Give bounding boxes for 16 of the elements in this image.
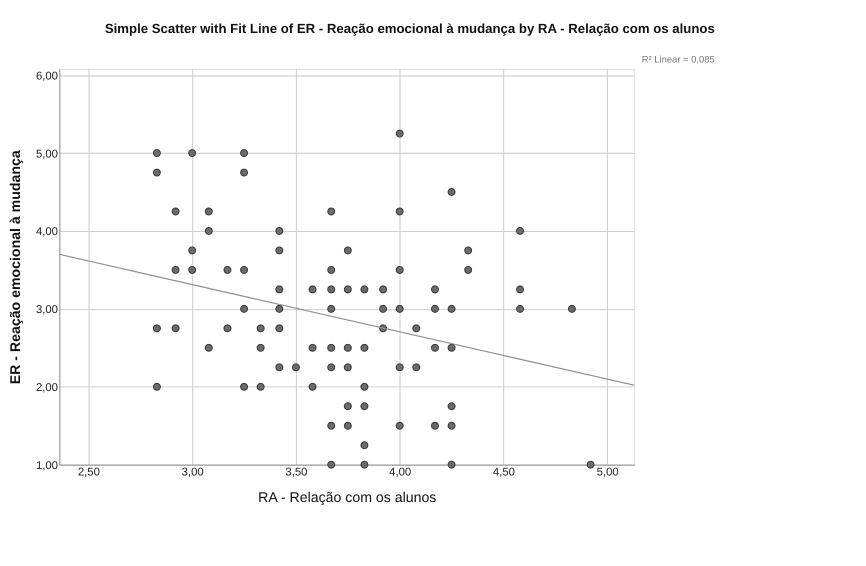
- y-tick-label: 3,00: [36, 304, 58, 316]
- y-tick-label: 5,00: [36, 148, 58, 160]
- x-tick-label: 3,00: [182, 466, 204, 479]
- x-tick-label: 3,50: [285, 466, 308, 479]
- x-axis-title: RA - Relação com os alunos: [258, 488, 436, 505]
- y-axis-title: ER - Reação emocional à mudança: [6, 150, 23, 384]
- x-tick-label: 2,50: [78, 466, 100, 479]
- text: R² Linear = 0,085: [642, 53, 715, 64]
- x-tick-label: 4,50: [492, 466, 515, 479]
- chart-title: Simple Scatter with Fit Line of ER - Reação emocional à mudança by RA - Relação com os alunos: [104, 21, 715, 36]
- y-tick-label: 2,00: [36, 382, 58, 394]
- y-tick-label: 6,00: [36, 70, 58, 82]
- x-tick-label: 5,00: [596, 466, 619, 479]
- y-tick-label: 4,00: [36, 226, 58, 238]
- y-tick-label: 1,00: [36, 460, 58, 472]
- x-tick-label: 4,00: [389, 466, 412, 479]
